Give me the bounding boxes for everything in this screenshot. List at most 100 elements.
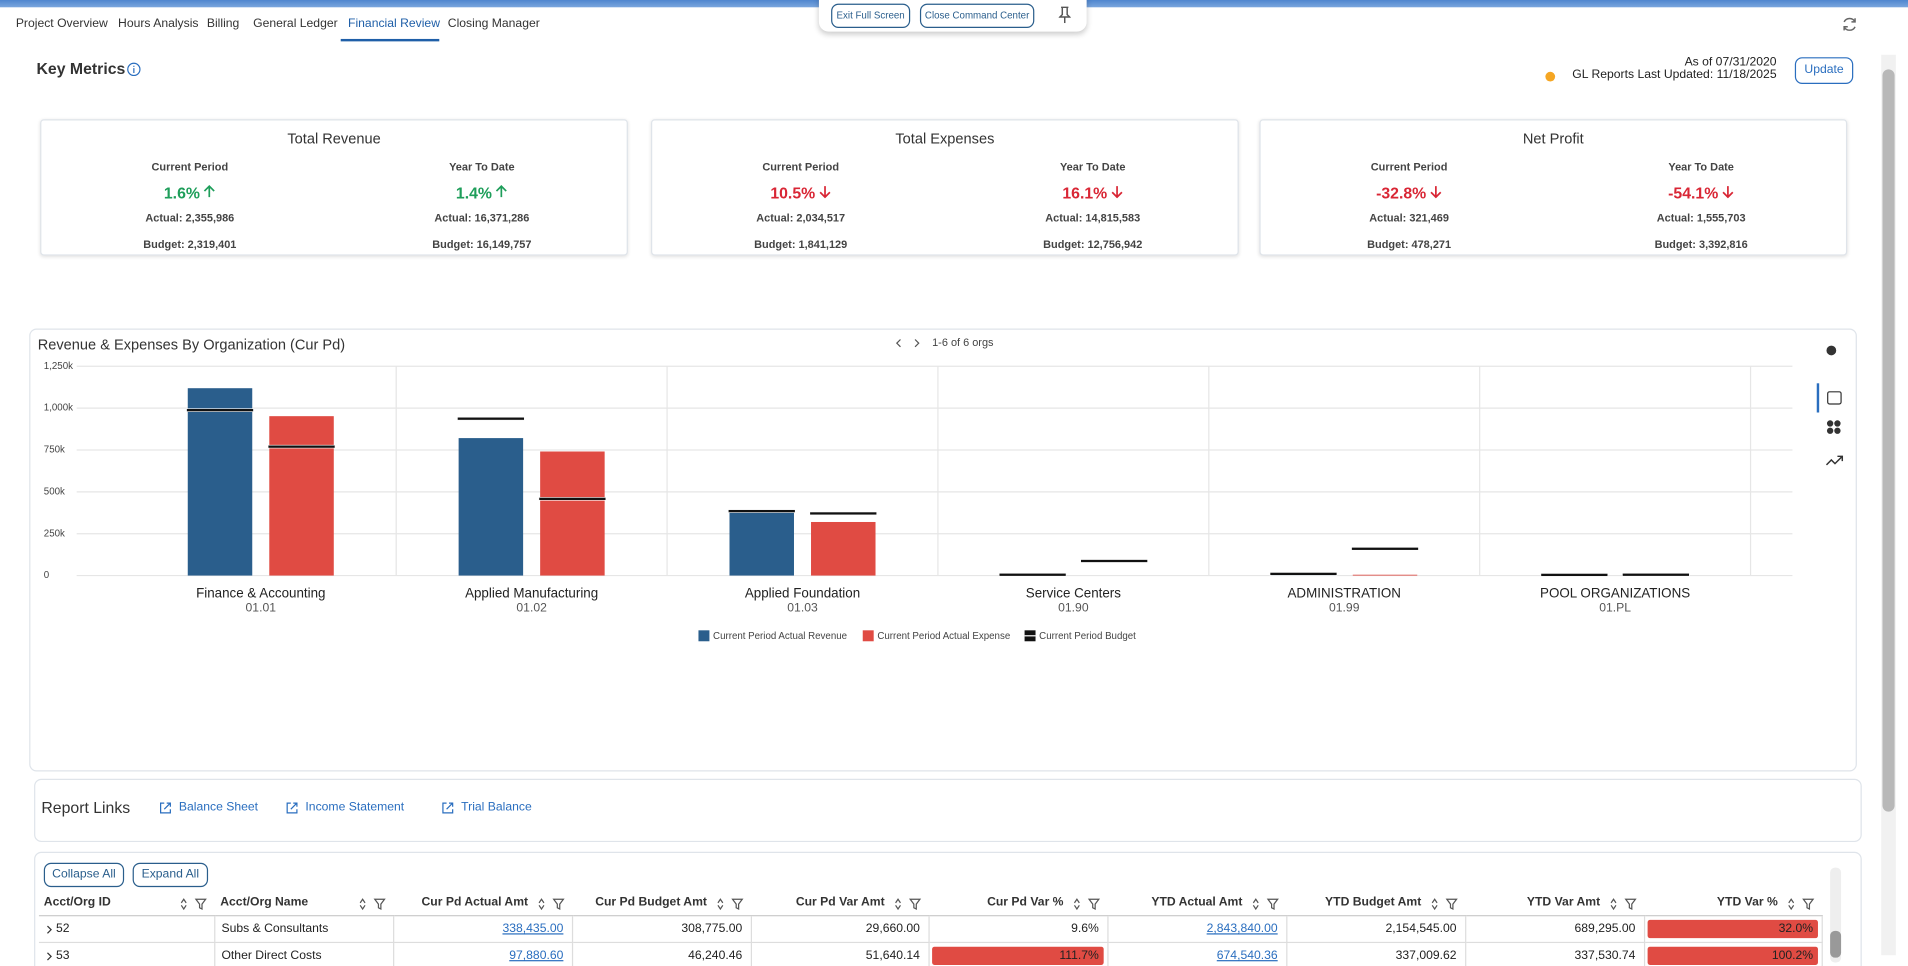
bar (458, 438, 524, 576)
column-header-label: Cur Pd Budget Amt (595, 895, 707, 909)
report-link[interactable]: Trial Balance (461, 800, 532, 815)
period-change: 10.5% (679, 184, 922, 202)
category-label: ADMINISTRATION (1288, 585, 1401, 600)
amount-link[interactable]: 338,435.00 (502, 922, 564, 936)
category-label: POOL ORGANIZATIONS (1540, 585, 1690, 600)
tab[interactable]: Project Overview (15, 17, 108, 31)
change-value: 1.4% (455, 183, 492, 202)
category-code: 01.01 (246, 601, 277, 615)
report-link[interactable]: Income Statement (305, 800, 405, 815)
active-tab-underline (340, 38, 440, 42)
sort-filter-icons[interactable] (1427, 898, 1461, 911)
trend-arrow (1722, 186, 1734, 199)
grid-icon-dot (1834, 420, 1841, 427)
report-link[interactable]: Balance Sheet (178, 800, 259, 815)
info-icon[interactable] (127, 62, 142, 77)
table-cell: Other Direct Costs (215, 943, 395, 966)
period-label: Year To Date (1668, 160, 1734, 173)
status-dot (1545, 71, 1556, 82)
expand-caret[interactable] (46, 925, 53, 935)
sort-filter-icons[interactable] (1784, 898, 1818, 911)
period-actual: Actual: 1,555,703 (1656, 211, 1746, 224)
sort-filter-icons[interactable] (1606, 898, 1640, 911)
as-of-date: As of 07/31/2020 (1684, 55, 1777, 70)
pin-icon[interactable] (1058, 6, 1071, 24)
cell-text: 308,775.00 (681, 922, 743, 936)
budget-marker (538, 497, 607, 501)
sort-filter-icons[interactable] (1248, 898, 1282, 911)
variance-flag (1647, 919, 1818, 939)
table-cell: 52 (38, 916, 216, 944)
close-command-center-button[interactable]: Close Command Center (919, 3, 1035, 28)
tab[interactable]: General Ledger (253, 17, 338, 31)
change-value: -54.1% (1668, 183, 1719, 202)
amount-link[interactable]: 674,540.36 (1216, 949, 1278, 963)
sort-filter-icons[interactable] (355, 898, 389, 911)
table-panel: Collapse All Expand All Acct/Org ID Acct/Or… (34, 851, 1862, 966)
grid-icon-dot (1826, 427, 1834, 434)
pager-label: 1-6 of 6 orgs (932, 337, 994, 349)
column-header: Cur Pd Budget Amt (573, 893, 753, 917)
column-header: Cur Pd Actual Amt (394, 893, 574, 917)
period-budget: Budget: 12,756,942 (1043, 238, 1143, 251)
budget-marker (809, 511, 878, 516)
budget-marker (998, 572, 1067, 577)
tab-bar: Project Overview Hours Analysis Billing Gen… (0, 10, 803, 44)
period-change: -32.8% (1287, 184, 1530, 202)
tab[interactable]: Financial Review (348, 17, 441, 31)
cell-text: 9.6% (1071, 922, 1099, 936)
table-cell: 53 (39, 943, 216, 966)
table-cell: 338,435.00 (394, 916, 574, 944)
change-value: -32.8% (1376, 183, 1427, 202)
sort-filter-icons[interactable] (713, 898, 747, 911)
expand-all-button[interactable]: Expand All (132, 862, 209, 888)
tab[interactable]: Hours Analysis (118, 17, 199, 31)
chart-panel: Revenue & Expenses By Organization (Cur … (29, 328, 1857, 772)
trend-arrow (1111, 186, 1123, 199)
table-cell: 9.6% (929, 916, 1109, 944)
period-change: 16.1% (971, 184, 1214, 202)
table-cell: 2,843,840.00 (1108, 916, 1288, 944)
column-header: YTD Var % (1645, 893, 1823, 917)
cell-text: 32.0% (1778, 922, 1814, 936)
sort-filter-icons[interactable] (891, 898, 925, 911)
expand-caret[interactable] (46, 952, 53, 962)
bar (1352, 574, 1418, 576)
report-links-title: Report Links (41, 798, 131, 817)
category-code: 01.03 (787, 601, 818, 615)
table-cell: Subs & Consultants (215, 916, 395, 944)
amount-link[interactable]: 2,843,840.00 (1206, 922, 1278, 936)
table-cell: 111.7% (930, 943, 1109, 966)
table-cell: 46,240.46 (573, 943, 753, 966)
bar (811, 521, 876, 576)
amount-link[interactable]: 97,880.60 (509, 949, 564, 963)
cell-text: 337,009.62 (1395, 949, 1457, 963)
update-button[interactable]: Update (1794, 57, 1854, 84)
column-header: YTD Actual Amt (1108, 893, 1288, 917)
y-tick-label: 750k (44, 445, 65, 456)
bar (540, 451, 605, 576)
table-scroll-thumb[interactable] (1830, 930, 1842, 958)
sort-filter-icons[interactable] (176, 898, 210, 911)
sort-filter-icons[interactable] (534, 898, 568, 911)
scroll-thumb[interactable] (1882, 69, 1895, 812)
external-link-icon (286, 802, 298, 814)
period-label: Year To Date (449, 160, 515, 173)
tab[interactable]: Billing (206, 17, 240, 31)
variance-flag (932, 946, 1104, 965)
chart: Revenue & Expenses By Organization (Cur … (38, 337, 1844, 642)
collapse-all-button[interactable]: Collapse All (43, 862, 125, 888)
table-cell: 337,009.62 (1287, 943, 1467, 966)
card-title: Net Profit (1522, 130, 1584, 148)
sort-filter-icons[interactable] (1070, 898, 1104, 911)
cell-text: 100.2% (1771, 949, 1814, 963)
refresh-icon[interactable] (1841, 16, 1858, 33)
legend-label: Current Period Budget (1039, 631, 1136, 642)
column-header: Cur Pd Var % (929, 893, 1109, 917)
cell-text: Other Direct Costs (221, 949, 322, 963)
tab[interactable]: Closing Manager (447, 17, 540, 31)
exit-full-screen-button[interactable]: Exit Full Screen (831, 3, 911, 28)
section-title: Key Metrics (36, 59, 126, 78)
column-header-label: YTD Budget Amt (1325, 895, 1422, 909)
change-value: 10.5% (770, 183, 816, 202)
